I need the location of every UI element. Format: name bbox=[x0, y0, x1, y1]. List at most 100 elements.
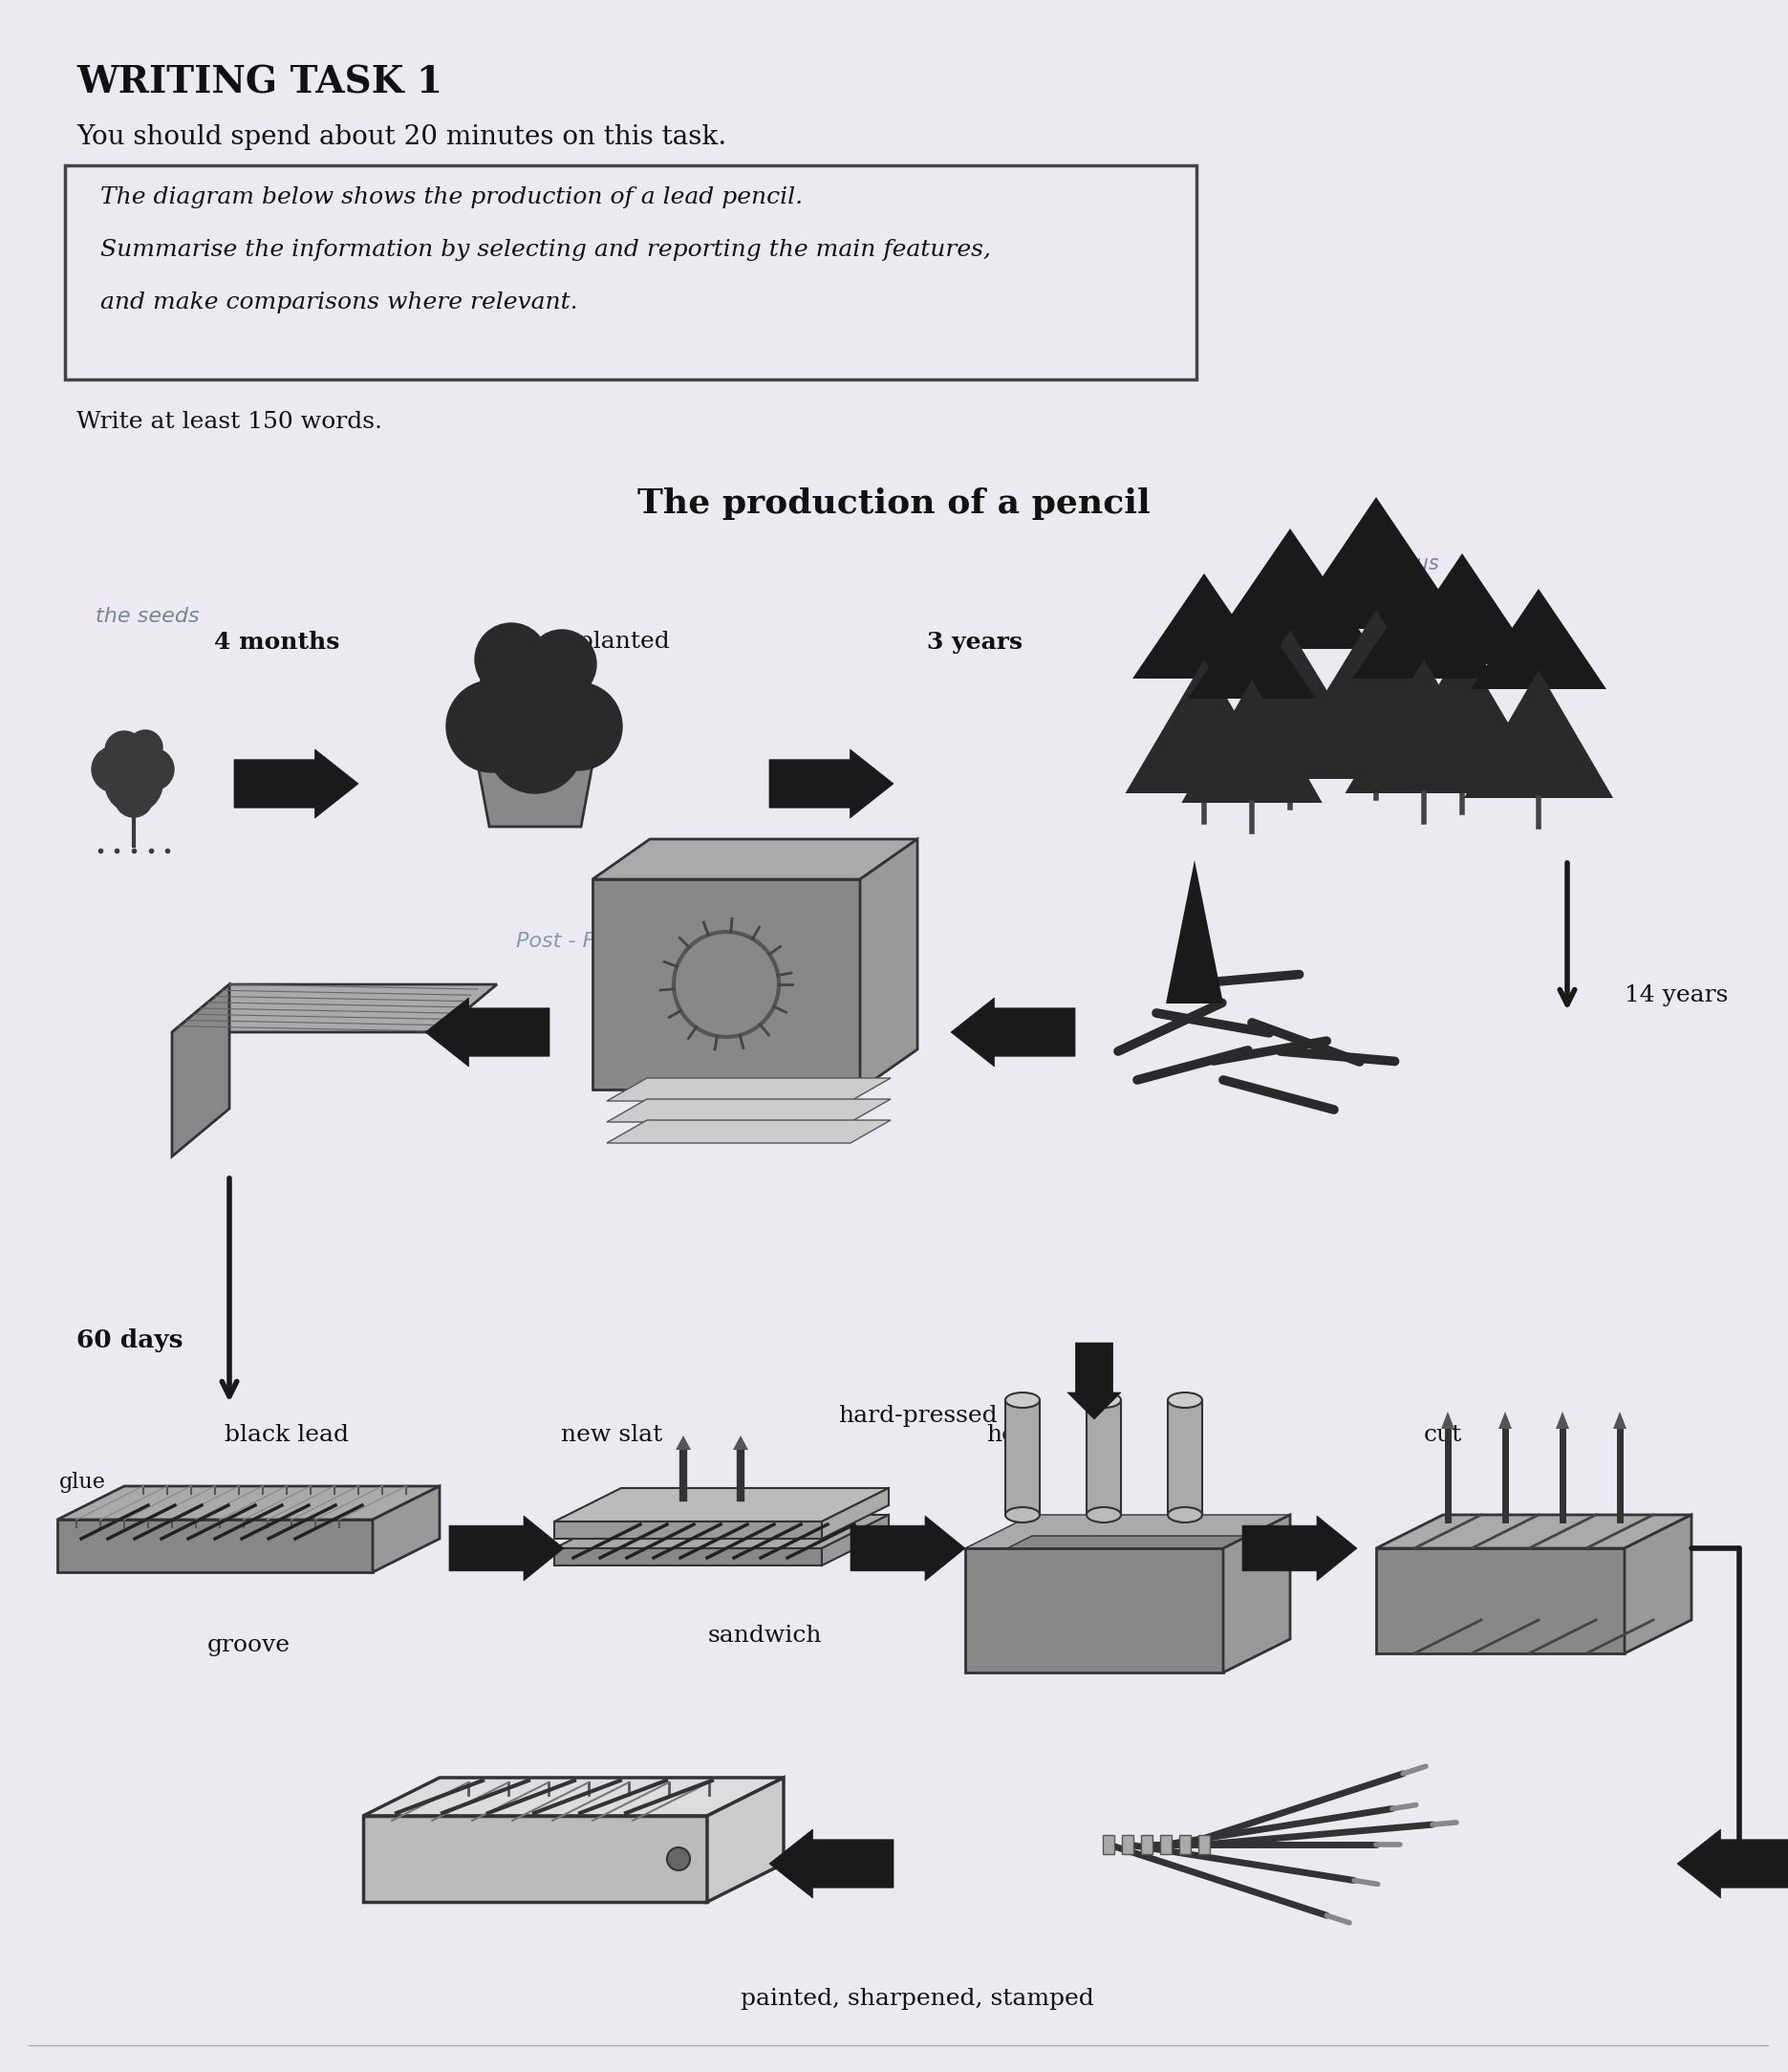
Bar bbox=[1141, 1836, 1153, 1854]
Polygon shape bbox=[708, 1778, 783, 1902]
Polygon shape bbox=[1613, 1411, 1627, 1430]
Bar bbox=[1121, 1836, 1134, 1854]
Polygon shape bbox=[822, 1515, 889, 1566]
Circle shape bbox=[105, 754, 163, 812]
Text: thin ‘slats’: thin ‘slats’ bbox=[681, 999, 808, 1021]
Bar bbox=[1087, 1401, 1121, 1515]
Text: The diagram below shows the production of a lead pencil.: The diagram below shows the production o… bbox=[100, 186, 803, 209]
Circle shape bbox=[105, 731, 143, 769]
Text: 14 years: 14 years bbox=[1625, 984, 1729, 1007]
Polygon shape bbox=[592, 879, 860, 1090]
Polygon shape bbox=[1187, 605, 1316, 698]
Polygon shape bbox=[860, 839, 917, 1090]
Polygon shape bbox=[234, 750, 358, 818]
Circle shape bbox=[114, 779, 154, 816]
Polygon shape bbox=[1345, 659, 1502, 794]
Bar bbox=[1168, 1401, 1202, 1515]
Text: 4 months: 4 months bbox=[215, 630, 340, 653]
Polygon shape bbox=[951, 999, 1075, 1067]
Polygon shape bbox=[1223, 1515, 1291, 1672]
Text: glue: glue bbox=[59, 1471, 105, 1492]
Polygon shape bbox=[1243, 1517, 1357, 1581]
Polygon shape bbox=[372, 1486, 440, 1573]
Text: sandwich: sandwich bbox=[708, 1624, 822, 1647]
Polygon shape bbox=[769, 750, 894, 818]
Polygon shape bbox=[363, 1778, 783, 1815]
Circle shape bbox=[535, 682, 622, 771]
Polygon shape bbox=[1498, 1411, 1513, 1430]
Bar bbox=[1180, 1836, 1191, 1854]
Polygon shape bbox=[966, 1515, 1291, 1548]
Polygon shape bbox=[676, 1436, 690, 1450]
Polygon shape bbox=[592, 839, 917, 879]
Polygon shape bbox=[1377, 1548, 1625, 1653]
Circle shape bbox=[91, 746, 138, 792]
Text: treated: treated bbox=[238, 999, 325, 1021]
Text: 60 days: 60 days bbox=[77, 1328, 182, 1353]
Polygon shape bbox=[57, 1486, 440, 1519]
Circle shape bbox=[129, 729, 163, 765]
Text: groove: groove bbox=[207, 1635, 290, 1656]
Polygon shape bbox=[1278, 609, 1473, 769]
Polygon shape bbox=[1472, 588, 1606, 690]
Polygon shape bbox=[1209, 528, 1373, 649]
Text: Write at least 150 words.: Write at least 150 words. bbox=[77, 410, 383, 433]
Text: 3 years: 3 years bbox=[926, 630, 1023, 653]
Text: heat: heat bbox=[987, 1423, 1041, 1446]
Polygon shape bbox=[1125, 659, 1284, 794]
Text: Pinus: Pinus bbox=[1386, 555, 1439, 574]
Ellipse shape bbox=[1087, 1506, 1121, 1523]
Polygon shape bbox=[1556, 1411, 1570, 1430]
Circle shape bbox=[667, 1848, 690, 1871]
Text: replanted: replanted bbox=[552, 630, 670, 653]
Polygon shape bbox=[966, 1548, 1223, 1672]
Text: Re - fabrique: Re - fabrique bbox=[726, 932, 864, 951]
Polygon shape bbox=[426, 999, 549, 1067]
Bar bbox=[1005, 1401, 1041, 1515]
Text: cut: cut bbox=[1423, 1423, 1463, 1446]
Polygon shape bbox=[1166, 860, 1223, 1003]
Polygon shape bbox=[477, 765, 592, 827]
Text: painted, sharpened, stamped: painted, sharpened, stamped bbox=[740, 1987, 1094, 2010]
Polygon shape bbox=[1464, 669, 1613, 798]
Polygon shape bbox=[449, 1517, 563, 1581]
Polygon shape bbox=[172, 984, 497, 1032]
Polygon shape bbox=[1352, 574, 1495, 678]
Text: thinned: thinned bbox=[1387, 630, 1480, 653]
Polygon shape bbox=[966, 1579, 1291, 1612]
Polygon shape bbox=[554, 1548, 822, 1566]
Polygon shape bbox=[1287, 497, 1464, 630]
Circle shape bbox=[477, 640, 592, 754]
Circle shape bbox=[488, 698, 583, 794]
Text: hard-pressed: hard-pressed bbox=[839, 1405, 998, 1428]
Text: the seeds: the seeds bbox=[95, 607, 200, 626]
Text: WRITING TASK 1: WRITING TASK 1 bbox=[77, 64, 442, 102]
Polygon shape bbox=[1625, 1515, 1691, 1653]
Polygon shape bbox=[606, 1098, 890, 1123]
Polygon shape bbox=[1067, 1343, 1121, 1419]
Bar bbox=[1103, 1836, 1114, 1854]
Polygon shape bbox=[1182, 680, 1323, 802]
Polygon shape bbox=[1132, 574, 1277, 678]
Ellipse shape bbox=[1168, 1392, 1202, 1407]
Polygon shape bbox=[1380, 644, 1545, 783]
Ellipse shape bbox=[1005, 1506, 1041, 1523]
Polygon shape bbox=[554, 1488, 889, 1521]
Polygon shape bbox=[851, 1517, 966, 1581]
Polygon shape bbox=[1200, 630, 1380, 779]
Polygon shape bbox=[769, 1830, 894, 1898]
Polygon shape bbox=[822, 1488, 889, 1539]
Text: Post - Fabrique: Post - Fabrique bbox=[517, 932, 676, 951]
Text: new slat: new slat bbox=[561, 1423, 662, 1446]
Ellipse shape bbox=[1168, 1506, 1202, 1523]
Polygon shape bbox=[57, 1519, 372, 1573]
Circle shape bbox=[132, 748, 173, 789]
Polygon shape bbox=[606, 1077, 890, 1100]
Text: black lead: black lead bbox=[225, 1423, 349, 1446]
Polygon shape bbox=[733, 1436, 747, 1450]
Text: The production of a pencil: The production of a pencil bbox=[637, 487, 1150, 520]
Circle shape bbox=[527, 630, 597, 698]
Circle shape bbox=[476, 624, 547, 696]
Text: and make comparisons where relevant.: and make comparisons where relevant. bbox=[100, 292, 578, 313]
Polygon shape bbox=[1677, 1830, 1788, 1898]
